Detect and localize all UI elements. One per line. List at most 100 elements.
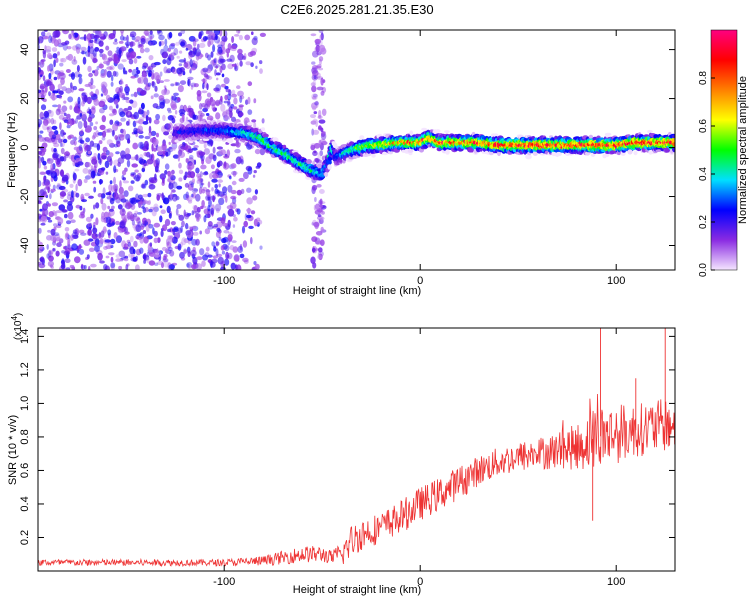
noise-point: [312, 105, 317, 111]
noise-point: [139, 236, 144, 244]
noise-point: [101, 115, 107, 123]
noise-point: [55, 108, 61, 116]
noise-point: [237, 48, 243, 55]
noise-point: [119, 180, 122, 188]
noise-point: [226, 149, 231, 157]
noise-point: [146, 69, 152, 73]
noise-point: [91, 232, 98, 240]
noise-point: [39, 171, 47, 175]
noise-point: [129, 33, 135, 38]
noise-point: [87, 150, 92, 155]
noise-point: [138, 118, 144, 125]
noise-point: [72, 229, 78, 234]
noise-point: [82, 56, 87, 65]
noise-point: [181, 220, 185, 228]
noise-point: [310, 33, 317, 37]
noise-point: [200, 205, 204, 210]
noise-point: [163, 79, 170, 82]
noise-point: [50, 163, 54, 171]
noise-point: [125, 99, 131, 104]
noise-point: [212, 195, 216, 203]
noise-point: [71, 59, 78, 65]
noise-point: [145, 224, 150, 232]
noise-point: [79, 36, 87, 40]
noise-point: [47, 65, 51, 72]
noise-point: [104, 239, 111, 243]
noise-point: [38, 261, 42, 265]
noise-point: [235, 156, 242, 165]
noise-point: [215, 230, 221, 238]
noise-point: [130, 93, 135, 97]
noise-point: [68, 155, 75, 160]
noise-point: [237, 30, 241, 34]
noise-point: [236, 62, 239, 69]
noise-point: [198, 42, 206, 49]
noise-point: [97, 252, 103, 261]
noise-point: [65, 153, 69, 157]
noise-point: [170, 42, 176, 47]
noise-point: [99, 158, 102, 166]
noise-point: [171, 95, 177, 101]
noise-point: [140, 102, 145, 110]
noise-point: [113, 176, 116, 185]
noise-point: [185, 48, 189, 51]
noise-point: [217, 58, 224, 65]
noise-point: [42, 123, 48, 131]
noise-point: [319, 44, 326, 53]
noise-point: [188, 154, 194, 160]
noise-point: [146, 257, 150, 263]
noise-point: [195, 238, 200, 246]
noise-point: [215, 207, 220, 214]
noise-point: [144, 207, 149, 213]
noise-point: [209, 173, 213, 179]
noise-point: [52, 90, 59, 94]
noise-point: [59, 62, 64, 67]
noise-point: [73, 32, 79, 38]
noise-point: [92, 58, 98, 63]
noise-point: [87, 228, 93, 236]
noise-point: [148, 250, 153, 255]
noise-point: [101, 136, 106, 141]
noise-point: [220, 217, 226, 224]
noise-point: [90, 107, 96, 115]
noise-point: [119, 208, 126, 216]
noise-point: [57, 38, 62, 44]
noise-point: [157, 237, 161, 244]
noise-point: [315, 119, 318, 127]
noise-point: [124, 226, 129, 234]
noise-point: [153, 222, 161, 228]
noise-point: [60, 263, 66, 270]
noise-point: [129, 41, 136, 47]
noise-point: [105, 192, 112, 196]
noise-point: [191, 192, 197, 199]
noise-point: [148, 208, 153, 213]
noise-point: [247, 96, 251, 105]
noise-point: [84, 161, 91, 168]
noise-point: [44, 45, 47, 51]
noise-point: [158, 41, 162, 47]
noise-point: [40, 104, 47, 111]
noise-point: [210, 164, 215, 170]
noise-point: [135, 234, 140, 240]
noise-point: [191, 147, 198, 151]
noise-point: [238, 112, 244, 117]
noise-point: [221, 63, 226, 71]
noise-point: [217, 39, 221, 46]
noise-point: [215, 112, 221, 120]
noise-point: [120, 30, 125, 34]
noise-point: [172, 147, 176, 152]
ridge-point: [445, 149, 450, 155]
noise-point: [133, 130, 138, 135]
noise-point: [201, 90, 208, 94]
noise-point: [235, 265, 239, 270]
noise-point: [311, 61, 316, 65]
noise-point: [179, 50, 183, 54]
noise-point: [86, 96, 92, 105]
noise-point: [216, 77, 219, 81]
noise-point: [92, 225, 96, 230]
noise-point: [320, 90, 325, 96]
noise-point: [246, 187, 252, 193]
noise-point: [63, 250, 70, 256]
noise-point: [66, 46, 72, 50]
noise-point: [161, 192, 164, 201]
